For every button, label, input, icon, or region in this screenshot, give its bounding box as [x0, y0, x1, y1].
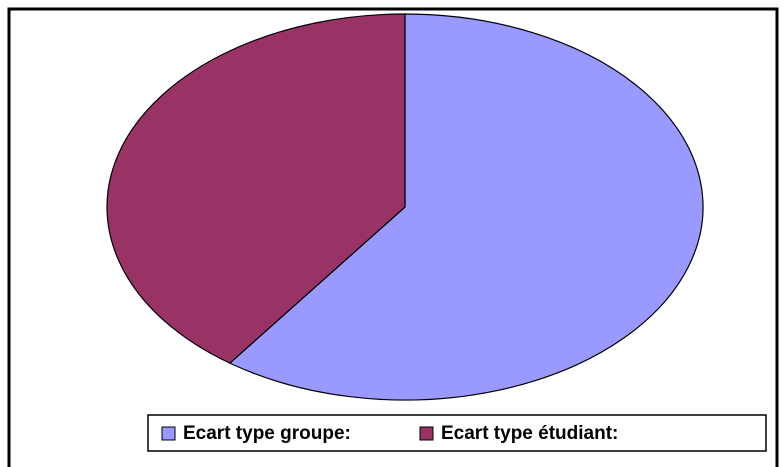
legend-label: Ecart type groupe:	[183, 423, 351, 444]
legend-box	[147, 414, 767, 452]
legend-label: Ecart type étudiant:	[441, 423, 618, 444]
legend-swatch	[419, 426, 434, 441]
pie-slice	[228, 13, 704, 401]
legend-swatch	[161, 426, 176, 441]
chart-frame	[7, 7, 779, 467]
pie-slice	[106, 13, 406, 364]
